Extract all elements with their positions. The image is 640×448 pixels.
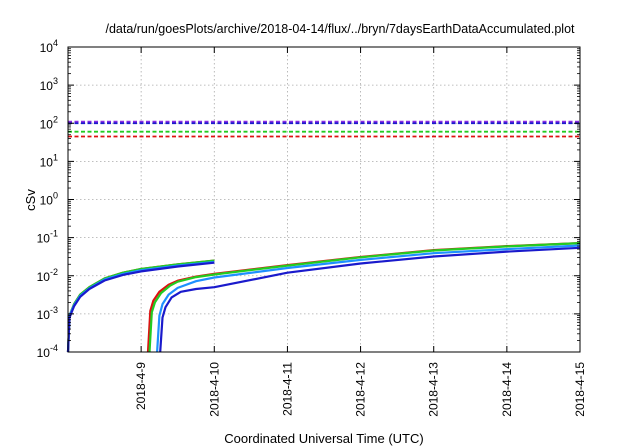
y-tick-label: 101 xyxy=(40,152,58,169)
y-tick-base: 10 xyxy=(37,232,51,246)
y-tick-label: 100 xyxy=(40,191,58,208)
series-line xyxy=(148,242,581,353)
x-tick-label: 2018-4-15 xyxy=(573,362,587,417)
y-tick-exponent: 0 xyxy=(53,191,58,201)
y-tick-exponent: -3 xyxy=(50,305,58,315)
y-tick-base: 10 xyxy=(40,117,54,131)
y-tick-label: 10-1 xyxy=(37,229,58,246)
y-tick-base: 10 xyxy=(40,194,54,208)
y-tick-base: 10 xyxy=(40,41,54,55)
series-line xyxy=(66,261,215,353)
x-tick-label: 2018-4-11 xyxy=(280,362,294,416)
series-lines xyxy=(66,242,581,353)
x-tick-label: 2018-4-14 xyxy=(500,362,514,417)
x-tick-label: 2018-4-10 xyxy=(207,362,221,417)
y-axis-label: cSv xyxy=(23,189,38,211)
series-line xyxy=(156,244,581,353)
x-axis-label: Coordinated Universal Time (UTC) xyxy=(224,431,423,446)
y-tick-exponent: 1 xyxy=(53,152,58,162)
threshold-lines xyxy=(68,120,580,138)
series-line xyxy=(66,259,215,353)
y-tick-base: 10 xyxy=(40,155,54,169)
y-tick-label: 10-4 xyxy=(37,343,58,360)
y-tick-label: 10-2 xyxy=(37,267,58,284)
y-tick-exponent: 3 xyxy=(53,76,58,86)
y-tick-exponent: -1 xyxy=(50,229,58,239)
axis-ticks xyxy=(68,46,581,353)
y-tick-label: 102 xyxy=(40,114,58,131)
grid xyxy=(68,47,580,352)
series-line xyxy=(66,259,215,353)
series-line xyxy=(159,246,581,353)
y-tick-base: 10 xyxy=(40,79,54,93)
y-tick-base: 10 xyxy=(37,346,51,360)
x-tick-label: 2018-4-9 xyxy=(134,362,148,410)
y-tick-label: 103 xyxy=(40,76,58,93)
y-tick-exponent: -2 xyxy=(50,267,58,277)
chart-title: /data/run/goesPlots/archive/2018-04-14/f… xyxy=(105,22,575,36)
y-tick-label: 10-3 xyxy=(37,305,58,322)
x-tick-labels: 2018-4-9 2018-4-10 2018-4-11 2018-4-12 2018-… xyxy=(134,362,587,417)
y-tick-label: 104 xyxy=(40,38,58,55)
y-tick-base: 10 xyxy=(37,270,51,284)
y-tick-exponent: 4 xyxy=(53,38,58,48)
x-tick-label: 2018-4-13 xyxy=(427,362,441,417)
y-tick-base: 10 xyxy=(37,308,51,322)
y-tick-exponent: -4 xyxy=(50,343,58,353)
x-tick-label: 2018-4-12 xyxy=(354,362,368,417)
y-tick-exponent: 2 xyxy=(53,114,58,124)
